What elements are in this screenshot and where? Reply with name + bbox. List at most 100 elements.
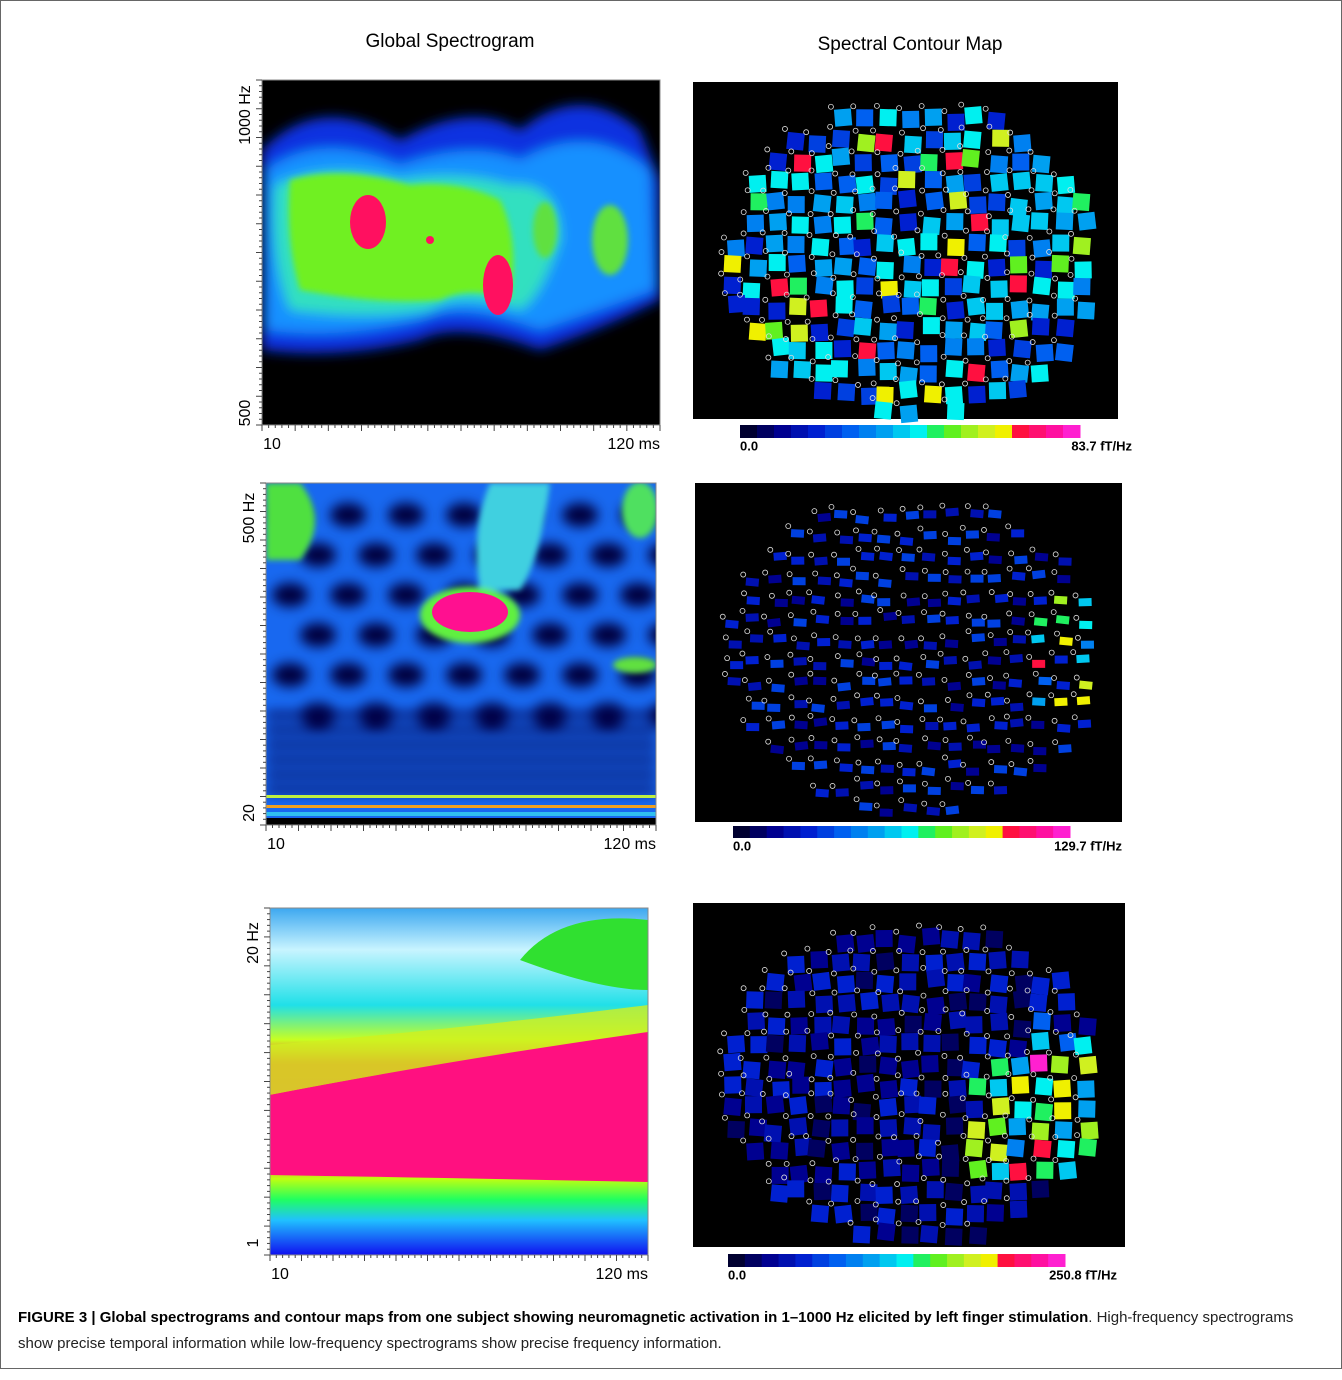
sensor: [750, 193, 767, 210]
sensor: [925, 109, 942, 126]
colorbar-segment: [728, 1254, 745, 1267]
sensor: [965, 1016, 982, 1033]
scale-min-label: 0.0: [733, 838, 751, 853]
sensor: [969, 1160, 988, 1179]
sensor: [745, 1096, 762, 1113]
colorbar-segment: [947, 1254, 964, 1267]
scale-max-label: 250.8 fT/Hz: [1049, 1267, 1117, 1282]
sensor: [787, 1180, 804, 1197]
sensor: [1013, 1020, 1031, 1038]
sensor: [1011, 1076, 1029, 1094]
sensor: [1033, 239, 1052, 258]
sensor: [834, 1038, 851, 1055]
sensor: [948, 537, 961, 545]
sensor: [879, 1035, 897, 1053]
sensor: [861, 640, 875, 649]
sensor: [881, 993, 900, 1012]
sensor: [745, 578, 759, 587]
sensor: [1033, 1140, 1052, 1159]
sensor: [881, 764, 894, 773]
sensor: [899, 661, 913, 670]
sensor: [793, 657, 806, 666]
sensor: [814, 172, 832, 190]
sensor: [880, 1119, 898, 1137]
sensor: [836, 701, 850, 710]
sensor: [1011, 744, 1024, 753]
sensor: [920, 233, 937, 250]
sensor: [877, 1222, 896, 1241]
sensor: [814, 557, 828, 566]
sensor: [1010, 256, 1027, 273]
sensor: [904, 136, 922, 154]
sensor: [901, 994, 920, 1013]
sensor: [792, 1077, 809, 1094]
sensor: [1055, 656, 1068, 664]
sensor: [791, 325, 808, 342]
sensor: [815, 259, 833, 277]
sensor: [769, 152, 788, 171]
sensor: [1011, 213, 1030, 232]
sensor: [749, 323, 767, 341]
sensor: [840, 659, 853, 668]
sensor: [1032, 318, 1050, 336]
sensor: [770, 745, 784, 755]
x-left-label: 10: [263, 436, 281, 453]
sensor: [968, 953, 986, 971]
sensor: [834, 510, 847, 519]
sensor: [856, 934, 875, 953]
sensor: [834, 216, 852, 234]
sensor: [876, 975, 894, 993]
sensor: [1012, 154, 1029, 171]
sensor: [1030, 1054, 1048, 1072]
sensor: [773, 634, 786, 643]
sensor: [1057, 724, 1071, 733]
sensor: [1034, 617, 1048, 626]
sensor: [834, 257, 852, 275]
colorbar-segment: [1053, 826, 1070, 838]
sensor: [1031, 634, 1045, 643]
sensor: [837, 743, 850, 751]
sensor: [876, 952, 895, 971]
sensor: [1014, 767, 1028, 776]
sensor: [838, 175, 857, 194]
colorbar-segment: [893, 425, 911, 438]
sensor: [941, 1034, 958, 1051]
sensor: [964, 106, 982, 124]
sensor: [881, 720, 895, 729]
sensor: [789, 1096, 808, 1115]
sensor: [903, 155, 921, 173]
sensor: [855, 154, 872, 171]
dark-spot: [388, 663, 424, 687]
sensor: [924, 1080, 941, 1097]
colorbar-segment: [969, 826, 986, 838]
sensor: [771, 684, 785, 693]
caption: FIGURE 3 | Global spectrograms and conto…: [18, 1305, 1318, 1357]
sensor: [837, 318, 856, 337]
colorbar-segment: [859, 425, 877, 438]
sensor: [880, 786, 893, 794]
sensor: [877, 1018, 895, 1036]
sensor: [1051, 255, 1069, 273]
sensor: [813, 533, 827, 542]
sensor: [853, 317, 872, 336]
sensor: [988, 951, 1006, 969]
sensor: [1031, 977, 1050, 996]
sensor: [749, 175, 767, 193]
sensor: [1079, 1056, 1098, 1075]
sensor: [815, 342, 832, 359]
sensor: [815, 364, 832, 381]
sensor: [969, 1078, 987, 1096]
sensor: [922, 553, 936, 562]
sensor: [900, 537, 914, 546]
sensor: [991, 1058, 1009, 1076]
sensor: [902, 1165, 919, 1182]
sensor: [883, 742, 896, 750]
sensor: [1032, 697, 1045, 706]
sensor: [811, 703, 825, 712]
sensor: [860, 697, 874, 706]
sensor: [772, 720, 786, 729]
y-bottom-label: 1: [245, 1238, 262, 1247]
sensor: [928, 599, 941, 608]
sensor: [948, 575, 961, 583]
sensor: [1054, 698, 1067, 707]
